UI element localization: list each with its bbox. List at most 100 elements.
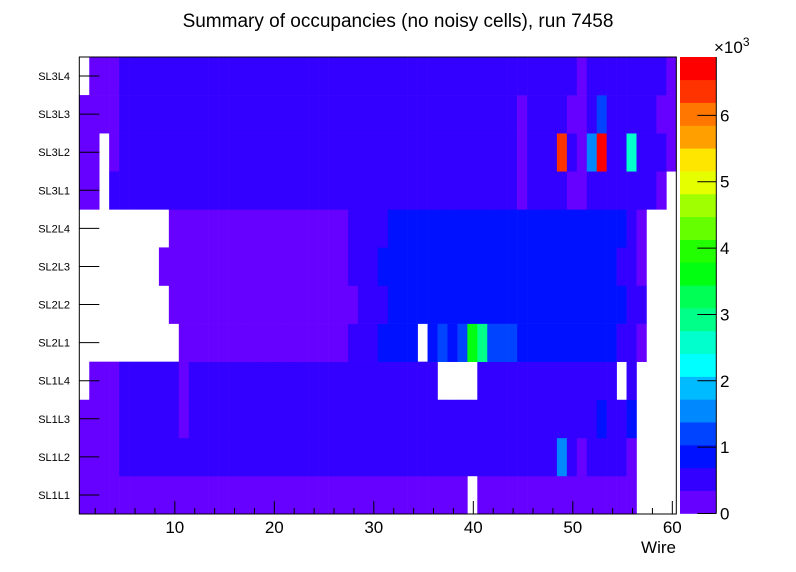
cell-SL1L2-wire-41 [477, 437, 488, 477]
cell-SL1L2-wire-44 [507, 437, 518, 477]
cell-SL3L1-wire-23 [298, 171, 309, 210]
cell-SL3L1-wire-17 [238, 171, 249, 210]
cell-SL1L4-wire-25 [318, 361, 329, 401]
cell-SL3L2-wire-26 [328, 133, 339, 172]
cell-SL1L3-wire-7 [139, 399, 150, 439]
cell-SL2L1-wire-56 [626, 323, 637, 362]
cell-SL1L1-wire-29 [357, 475, 369, 515]
cell-SL1L4-wire-19 [258, 361, 269, 401]
cell-SL3L3-wire-19 [258, 95, 269, 134]
cell-SL3L1-wire-21 [278, 171, 289, 210]
cell-SL2L1-wire-34 [407, 323, 418, 362]
cell-SL3L2-wire-45 [517, 133, 528, 172]
cell-SL2L2-wire-52 [586, 285, 597, 324]
cell-SL2L2-wire-26 [328, 285, 339, 324]
cell-SL3L3-wire-52 [586, 95, 597, 134]
color-scale-band [680, 193, 717, 218]
cell-SL2L1-wire-40 [467, 323, 478, 362]
cell-SL1L4-wire-50 [566, 361, 578, 401]
cell-SL2L4-wire-26 [328, 209, 339, 248]
cell-SL3L1-wire-9 [158, 171, 170, 210]
cell-SL2L1-wire-14 [208, 323, 219, 362]
cell-SL3L4-wire-43 [497, 57, 508, 96]
cell-SL1L1-wire-27 [338, 475, 349, 515]
cell-SL2L2-wire-55 [616, 285, 627, 324]
cell-SL3L2-wire-51 [576, 133, 588, 172]
cell-SL3L3-wire-45 [517, 95, 528, 134]
cell-SL3L1-wire-58 [646, 171, 657, 210]
cell-SL2L3-wire-12 [188, 247, 199, 286]
cell-SL1L4-wire-14 [208, 361, 219, 401]
cell-SL1L4-wire-30 [367, 361, 379, 401]
cell-SL3L3-wire-43 [497, 95, 508, 134]
cell-SL1L1-wire-19 [258, 475, 269, 515]
color-scale-band [680, 262, 717, 286]
cell-SL1L2-wire-24 [308, 437, 319, 477]
cell-SL2L2-wire-51 [576, 285, 588, 324]
cell-SL1L1-wire-9 [158, 475, 170, 515]
cell-SL2L4-wire-46 [527, 209, 538, 248]
cell-SL3L2-wire-50 [566, 133, 578, 172]
cell-SL1L2-wire-28 [347, 437, 359, 477]
cell-SL2L4-wire-44 [507, 209, 518, 248]
cell-SL2L1-wire-24 [308, 323, 319, 362]
y-tick-label: SL1L2 [38, 452, 70, 464]
cell-SL1L2-wire-12 [188, 437, 199, 477]
y-tick-label: SL3L2 [38, 147, 70, 159]
cell-SL3L4-wire-55 [616, 57, 627, 96]
cell-SL1L2-wire-20 [268, 437, 279, 477]
cell-SL1L1-wire-56 [626, 475, 637, 515]
cell-SL1L1-wire-6 [129, 475, 140, 515]
cell-SL1L3-wire-42 [487, 399, 498, 439]
cell-SL3L3-wire-27 [338, 95, 349, 134]
cell-SL3L3-wire-49 [556, 95, 568, 134]
cell-SL1L3-wire-34 [407, 399, 418, 439]
cell-SL3L4-wire-53 [596, 57, 607, 96]
cell-SL2L2-wire-37 [437, 285, 448, 324]
cell-SL1L4-wire-34 [407, 361, 418, 401]
cell-SL1L1-wire-3 [99, 475, 110, 515]
cell-SL1L2-wire-50 [566, 437, 578, 477]
x-axis: 10 20 30 40 50 60 [94, 501, 682, 537]
cell-SL3L4-wire-18 [248, 57, 259, 96]
cell-SL1L1-wire-11 [178, 475, 190, 515]
cell-SL3L2-wire-54 [606, 133, 617, 172]
cell-SL3L1-wire-24 [308, 171, 319, 210]
cell-SL3L4-wire-26 [328, 57, 339, 96]
cell-SL3L3-wire-44 [507, 95, 518, 134]
cell-SL1L2-wire-55 [616, 437, 627, 477]
cell-SL3L1-wire-18 [248, 171, 259, 210]
cell-SL3L3-wire-14 [208, 95, 219, 134]
y-tick-label: SL1L1 [38, 490, 70, 502]
cell-SL3L4-wire-58 [646, 57, 657, 96]
cell-SL1L2-wire-53 [596, 437, 607, 477]
cell-SL2L3-wire-13 [198, 247, 209, 286]
cell-SL1L2-wire-38 [447, 437, 458, 477]
cell-SL2L1-wire-52 [586, 323, 597, 362]
cell-SL3L2-wire-8 [148, 133, 160, 172]
cell-SL3L4-wire-14 [208, 57, 219, 96]
cell-SL2L1-wire-18 [248, 323, 259, 362]
cell-SL1L2-wire-8 [148, 437, 160, 477]
cell-SL1L2-wire-40 [467, 437, 478, 477]
cell-SL3L2-wire-16 [228, 133, 239, 172]
cell-SL3L1-wire-13 [198, 171, 209, 210]
cell-SL3L2-wire-36 [427, 133, 438, 172]
cell-SL1L3-wire-38 [447, 399, 458, 439]
cell-SL3L4-wire-25 [318, 57, 329, 96]
cell-SL3L2-wire-59 [656, 133, 667, 172]
cell-SL3L3-wire-30 [367, 95, 379, 134]
cell-SL2L2-wire-53 [596, 285, 607, 324]
cell-SL3L3-wire-41 [477, 95, 488, 134]
cell-SL2L3-wire-20 [268, 247, 279, 286]
cell-SL1L3-wire-51 [576, 399, 588, 439]
cell-SL2L4-wire-38 [447, 209, 458, 248]
cell-SL1L3-wire-6 [129, 399, 140, 439]
cell-SL3L3-wire-7 [139, 95, 150, 134]
cell-SL3L4-wire-36 [427, 57, 438, 96]
color-scale-band [680, 308, 717, 332]
cell-SL3L4-wire-24 [308, 57, 319, 96]
cell-SL3L3-wire-28 [347, 95, 359, 134]
cell-SL1L2-wire-32 [387, 437, 398, 477]
cell-SL3L3-wire-26 [328, 95, 339, 134]
